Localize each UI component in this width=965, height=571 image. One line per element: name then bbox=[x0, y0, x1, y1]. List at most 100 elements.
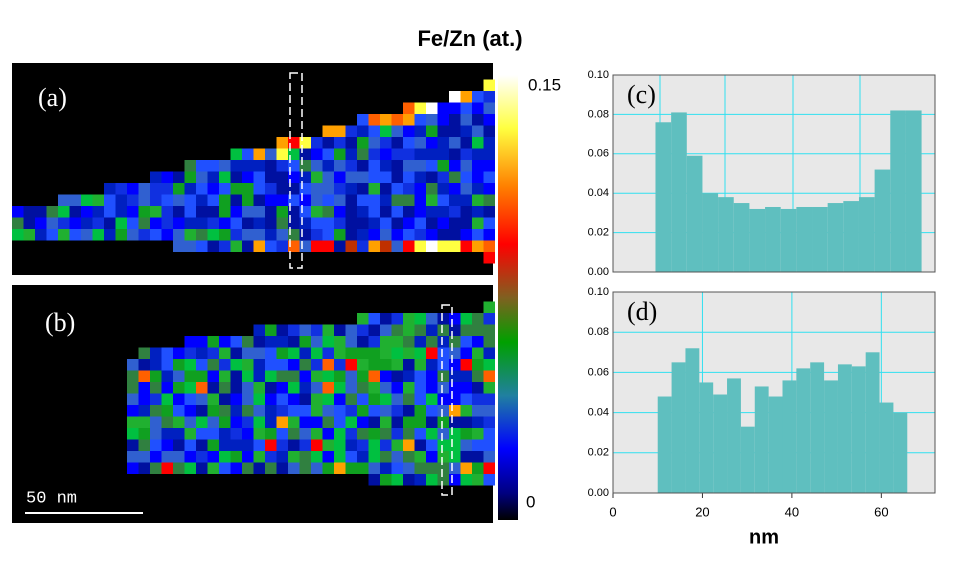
map-pixel bbox=[472, 160, 484, 172]
map-pixel bbox=[483, 91, 495, 103]
histogram-bar bbox=[837, 364, 852, 493]
map-pixel bbox=[437, 416, 449, 428]
map-pixel bbox=[150, 194, 162, 206]
map-pixel bbox=[345, 194, 357, 206]
map-pixel bbox=[449, 324, 461, 336]
map-pixel bbox=[127, 370, 139, 382]
map-pixel bbox=[334, 125, 346, 137]
map-pixel bbox=[219, 359, 231, 371]
map-pixel bbox=[391, 336, 403, 348]
map-pixel bbox=[184, 359, 196, 371]
map-pixel bbox=[207, 206, 219, 218]
map-pixel bbox=[380, 229, 392, 241]
map-pixel bbox=[138, 393, 150, 405]
map-pixel bbox=[460, 206, 472, 218]
map-pixel bbox=[150, 347, 162, 359]
map-pixel bbox=[115, 183, 127, 195]
map-pixel bbox=[276, 148, 288, 160]
map-pixel bbox=[426, 183, 438, 195]
map-pixel bbox=[253, 336, 265, 348]
map-pixel bbox=[127, 183, 139, 195]
map-pixel bbox=[449, 336, 461, 348]
map-pixel bbox=[437, 206, 449, 218]
map-pixel bbox=[380, 324, 392, 336]
map-pixel bbox=[276, 229, 288, 241]
map-pixel bbox=[334, 336, 346, 348]
map-pixel bbox=[426, 240, 438, 252]
map-pixel bbox=[173, 382, 185, 394]
map-pixel bbox=[115, 194, 127, 206]
map-pixel bbox=[414, 102, 426, 114]
map-pixel bbox=[219, 206, 231, 218]
histogram-bar bbox=[827, 203, 844, 272]
map-pixel bbox=[311, 416, 323, 428]
map-pixel bbox=[368, 336, 380, 348]
map-pixel bbox=[230, 336, 242, 348]
map-pixel bbox=[127, 439, 139, 451]
map-pixel bbox=[426, 382, 438, 394]
y-tick-label: 0.06 bbox=[588, 366, 609, 378]
map-pixel bbox=[403, 194, 415, 206]
scale-bar-label: 50 nm bbox=[26, 489, 77, 508]
map-pixel bbox=[230, 416, 242, 428]
map-pixel bbox=[230, 171, 242, 183]
map-pixel bbox=[334, 160, 346, 172]
map-pixel bbox=[437, 462, 449, 474]
map-pixel bbox=[449, 359, 461, 371]
map-pixel bbox=[380, 194, 392, 206]
map-pixel bbox=[265, 217, 277, 229]
y-tick-label: 0.04 bbox=[588, 187, 609, 199]
map-pixel bbox=[196, 416, 208, 428]
map-pixel bbox=[138, 439, 150, 451]
map-pixel bbox=[380, 217, 392, 229]
map-pixel bbox=[230, 370, 242, 382]
map-pixel bbox=[322, 416, 334, 428]
map-pixel bbox=[357, 217, 369, 229]
map-pixel bbox=[299, 382, 311, 394]
map-pixel bbox=[460, 359, 472, 371]
map-pixel bbox=[322, 194, 334, 206]
map-pixel bbox=[161, 451, 173, 463]
map-pixel bbox=[299, 240, 311, 252]
map-pixel bbox=[368, 313, 380, 325]
map-pixel bbox=[184, 240, 196, 252]
map-pixel bbox=[242, 451, 254, 463]
map-pixel bbox=[334, 347, 346, 359]
map-pixel bbox=[357, 359, 369, 371]
map-pixel bbox=[46, 229, 58, 241]
map-pixel bbox=[334, 183, 346, 195]
map-pixel bbox=[265, 229, 277, 241]
map-pixel bbox=[472, 382, 484, 394]
map-pixel bbox=[127, 405, 139, 417]
map-pixel bbox=[242, 240, 254, 252]
map-pixel bbox=[288, 148, 300, 160]
map-pixel bbox=[414, 347, 426, 359]
map-b bbox=[127, 301, 495, 486]
histogram-bar bbox=[796, 206, 813, 272]
map-pixel bbox=[311, 393, 323, 405]
map-pixel bbox=[150, 428, 162, 440]
map-pixel bbox=[334, 451, 346, 463]
map-pixel bbox=[437, 160, 449, 172]
map-pixel bbox=[138, 347, 150, 359]
map-pixel bbox=[391, 428, 403, 440]
map-pixel bbox=[414, 393, 426, 405]
map-pixel bbox=[219, 171, 231, 183]
map-pixel bbox=[472, 428, 484, 440]
map-pixel bbox=[368, 160, 380, 172]
map-pixel bbox=[472, 324, 484, 336]
map-pixel bbox=[311, 382, 323, 394]
map-pixel bbox=[311, 160, 323, 172]
map-pixel bbox=[196, 347, 208, 359]
map-pixel bbox=[426, 474, 438, 486]
map-pixel bbox=[426, 428, 438, 440]
map-pixel bbox=[288, 336, 300, 348]
map-pixel bbox=[472, 451, 484, 463]
map-pixel bbox=[322, 240, 334, 252]
map-pixel bbox=[472, 313, 484, 325]
map-pixel bbox=[230, 347, 242, 359]
map-pixel bbox=[334, 393, 346, 405]
map-pixel bbox=[483, 183, 495, 195]
map-pixel bbox=[196, 359, 208, 371]
map-pixel bbox=[414, 194, 426, 206]
